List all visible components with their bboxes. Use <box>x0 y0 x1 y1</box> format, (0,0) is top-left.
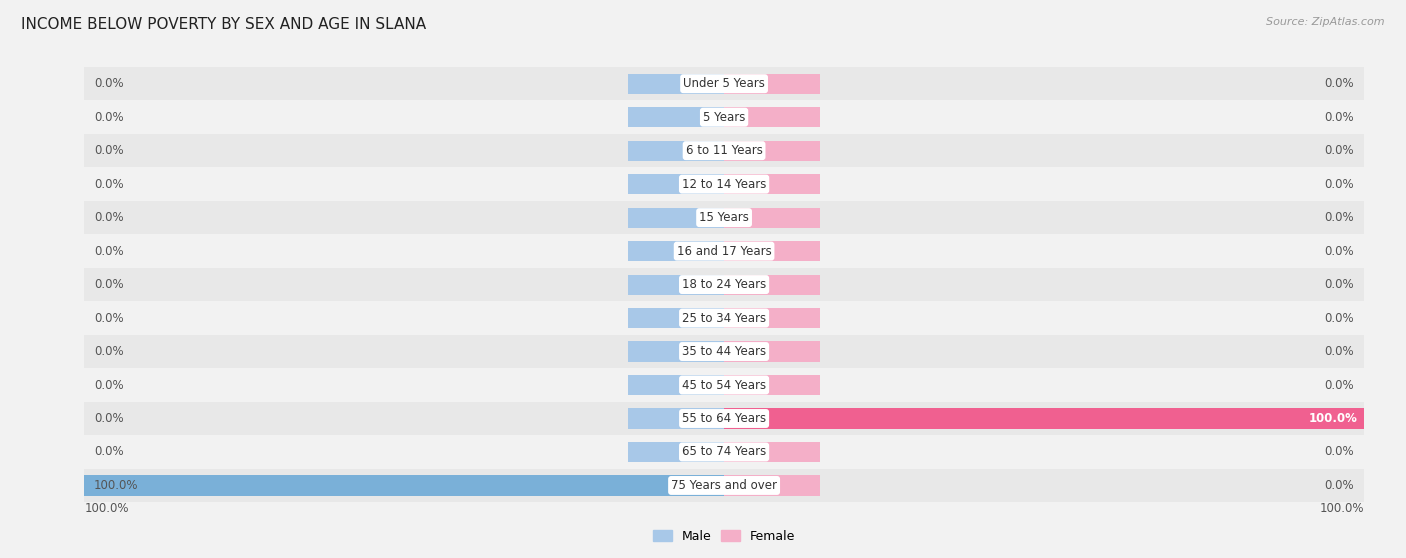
Text: 100.0%: 100.0% <box>84 502 129 515</box>
Bar <box>84 435 1364 469</box>
Bar <box>84 368 1364 402</box>
Bar <box>84 167 1364 201</box>
Bar <box>628 74 724 94</box>
Text: 0.0%: 0.0% <box>94 345 124 358</box>
Text: 75 Years and over: 75 Years and over <box>671 479 778 492</box>
Bar <box>724 208 820 228</box>
Bar <box>724 107 820 127</box>
Text: 25 to 34 Years: 25 to 34 Years <box>682 311 766 325</box>
Bar <box>628 174 724 194</box>
Text: 0.0%: 0.0% <box>1324 244 1354 258</box>
Text: 0.0%: 0.0% <box>1324 378 1354 392</box>
Text: 100.0%: 100.0% <box>94 479 138 492</box>
Bar <box>724 442 820 462</box>
Bar <box>84 201 1364 234</box>
Bar <box>84 475 724 496</box>
Bar <box>628 208 724 228</box>
Bar <box>628 408 724 429</box>
Text: 65 to 74 Years: 65 to 74 Years <box>682 445 766 459</box>
Bar <box>628 442 724 462</box>
Bar <box>724 375 820 395</box>
Text: 55 to 64 Years: 55 to 64 Years <box>682 412 766 425</box>
Text: 0.0%: 0.0% <box>1324 311 1354 325</box>
Bar <box>628 107 724 127</box>
Bar <box>84 335 1364 368</box>
Text: 15 Years: 15 Years <box>699 211 749 224</box>
Text: 100.0%: 100.0% <box>1309 412 1357 425</box>
Text: 35 to 44 Years: 35 to 44 Years <box>682 345 766 358</box>
Bar <box>84 100 1364 134</box>
Bar <box>84 67 1364 100</box>
Bar <box>724 141 820 161</box>
Text: 0.0%: 0.0% <box>94 278 124 291</box>
Bar <box>724 174 820 194</box>
Text: 0.0%: 0.0% <box>94 110 124 124</box>
Text: 0.0%: 0.0% <box>1324 445 1354 459</box>
Bar <box>724 74 820 94</box>
Text: 6 to 11 Years: 6 to 11 Years <box>686 144 762 157</box>
Text: 0.0%: 0.0% <box>1324 110 1354 124</box>
Text: 0.0%: 0.0% <box>94 244 124 258</box>
Bar <box>724 275 820 295</box>
Text: 0.0%: 0.0% <box>94 311 124 325</box>
Text: 16 and 17 Years: 16 and 17 Years <box>676 244 772 258</box>
Text: 0.0%: 0.0% <box>94 412 124 425</box>
Text: 100.0%: 100.0% <box>1319 502 1364 515</box>
Text: 0.0%: 0.0% <box>1324 211 1354 224</box>
Text: 0.0%: 0.0% <box>94 211 124 224</box>
Legend: Male, Female: Male, Female <box>648 525 800 548</box>
Bar <box>724 408 1364 429</box>
Bar <box>84 402 1364 435</box>
Text: 0.0%: 0.0% <box>94 77 124 90</box>
Text: INCOME BELOW POVERTY BY SEX AND AGE IN SLANA: INCOME BELOW POVERTY BY SEX AND AGE IN S… <box>21 17 426 32</box>
Bar <box>724 308 820 328</box>
Bar <box>724 475 820 496</box>
Bar <box>724 241 820 261</box>
Text: 0.0%: 0.0% <box>1324 144 1354 157</box>
Text: 45 to 54 Years: 45 to 54 Years <box>682 378 766 392</box>
Bar <box>628 375 724 395</box>
Text: 12 to 14 Years: 12 to 14 Years <box>682 177 766 191</box>
Text: 5 Years: 5 Years <box>703 110 745 124</box>
Text: Source: ZipAtlas.com: Source: ZipAtlas.com <box>1267 17 1385 27</box>
Bar <box>84 301 1364 335</box>
Text: 0.0%: 0.0% <box>1324 177 1354 191</box>
Bar <box>724 341 820 362</box>
Text: Under 5 Years: Under 5 Years <box>683 77 765 90</box>
Bar <box>628 241 724 261</box>
Text: 0.0%: 0.0% <box>1324 479 1354 492</box>
Bar <box>84 469 1364 502</box>
Bar <box>84 234 1364 268</box>
Text: 0.0%: 0.0% <box>1324 77 1354 90</box>
Bar <box>628 141 724 161</box>
Bar <box>628 341 724 362</box>
Text: 18 to 24 Years: 18 to 24 Years <box>682 278 766 291</box>
Text: 0.0%: 0.0% <box>94 378 124 392</box>
Text: 0.0%: 0.0% <box>1324 278 1354 291</box>
Bar <box>84 134 1364 167</box>
Bar <box>84 268 1364 301</box>
Text: 0.0%: 0.0% <box>94 445 124 459</box>
Bar <box>628 275 724 295</box>
Bar <box>628 308 724 328</box>
Text: 0.0%: 0.0% <box>94 144 124 157</box>
Text: 0.0%: 0.0% <box>1324 345 1354 358</box>
Text: 0.0%: 0.0% <box>94 177 124 191</box>
